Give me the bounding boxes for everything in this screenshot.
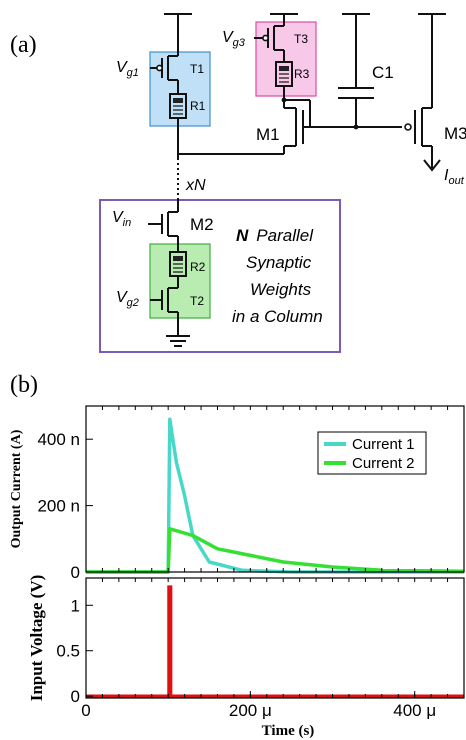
r3-label: R3 bbox=[294, 67, 310, 81]
m3-label: M3 bbox=[444, 124, 466, 143]
column-box bbox=[99, 199, 341, 353]
vg3-label: Vg3 bbox=[222, 29, 246, 49]
x-tick-label: 0 bbox=[81, 701, 90, 720]
bottom-ylabel: Input Voltage (V) bbox=[27, 575, 46, 702]
bottom-plot-frame bbox=[85, 577, 465, 699]
r2-label: R2 bbox=[190, 260, 206, 274]
m2-r2-t2-branch bbox=[148, 198, 190, 347]
t2-label: T2 bbox=[190, 294, 204, 308]
bottom-y-tick-label: 0.5 bbox=[56, 642, 80, 661]
legend-box bbox=[317, 431, 427, 475]
x-tick-label: 200 μ bbox=[229, 701, 272, 720]
top-y-tick-label: 400 n bbox=[37, 430, 80, 449]
output-current-chart: 0 200 n 400 n Output Current (A) Current 1… bbox=[9, 405, 465, 582]
t3-label: T3 bbox=[294, 32, 308, 46]
top-y-tick-label: 200 n bbox=[37, 497, 80, 516]
m1-label: M1 bbox=[256, 125, 280, 144]
c1-capacitor bbox=[338, 13, 374, 127]
bottom-y-tick-label: 1 bbox=[71, 596, 80, 615]
voltage-pulse-line bbox=[86, 585, 464, 698]
legend-current-1: Current 1 bbox=[352, 436, 415, 453]
top-ylabel: Output Current (A) bbox=[9, 429, 24, 548]
vg2-label: Vg2 bbox=[116, 289, 139, 309]
r1-label: R1 bbox=[190, 99, 206, 113]
legend: Current 1 Current 2 bbox=[317, 431, 427, 475]
t3-highlight-box bbox=[255, 21, 317, 97]
series-line-2 bbox=[86, 527, 465, 574]
vg1-label: Vg1 bbox=[116, 59, 139, 79]
x-tick-label: 400 μ bbox=[393, 701, 436, 720]
column-description: N Parallel Synaptic Weights in a Column bbox=[232, 226, 323, 326]
series-line-1 bbox=[86, 417, 464, 574]
iout-label: Iout bbox=[444, 167, 465, 187]
input-voltage-chart: 0 0.5 1 0 200 μ 400 μ Input Voltage (V) Time … bbox=[27, 575, 465, 739]
bottom-y-tick-label: 0 bbox=[71, 687, 80, 706]
m2-label: M2 bbox=[190, 215, 214, 234]
panel-a-label: (a) bbox=[10, 32, 37, 58]
xn-label: xN bbox=[185, 177, 206, 194]
legend-current-2: Current 2 bbox=[352, 455, 415, 472]
t1-r1-branch bbox=[150, 13, 192, 196]
top-plot-frame bbox=[85, 405, 465, 573]
vin-label: Vin bbox=[112, 209, 131, 229]
xlabel: Time (s) bbox=[262, 723, 315, 739]
t1-label: T1 bbox=[190, 62, 204, 76]
m3-transistor bbox=[404, 13, 446, 172]
top-y-tick-label: 0 bbox=[71, 563, 80, 582]
c1-label: C1 bbox=[372, 63, 394, 82]
panel-b-label: (b) bbox=[10, 372, 38, 398]
